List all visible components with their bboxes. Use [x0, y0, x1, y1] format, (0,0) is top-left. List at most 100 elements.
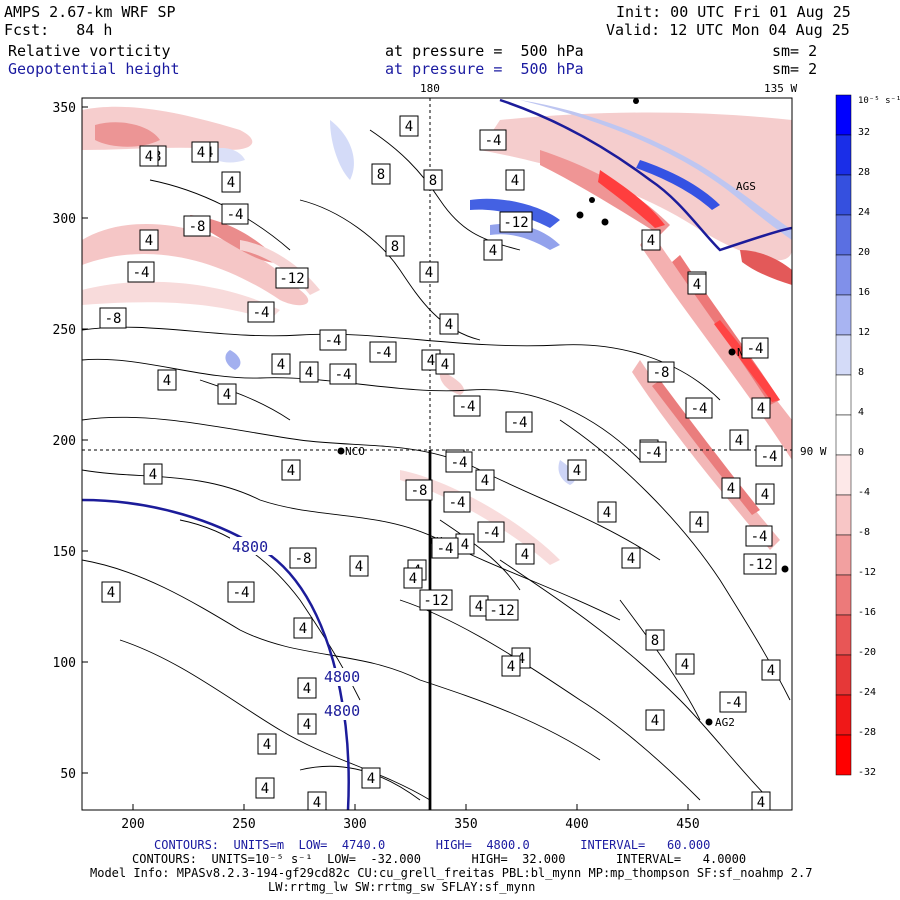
colorbar-swatch	[835, 454, 852, 496]
colorbar-swatch	[835, 734, 852, 776]
vorticity-label-text: -8	[411, 483, 428, 499]
y-tick-250: 250	[53, 323, 76, 338]
vorticity-label-box	[419, 589, 453, 611]
colorbar-swatch	[835, 654, 852, 696]
vorticity-label-text: -4	[233, 585, 250, 601]
vorticity-label-text: 8	[377, 167, 385, 183]
height-label-1: 4800	[232, 538, 268, 556]
vorticity-label-text: 4	[149, 467, 157, 483]
vorticity-label-box	[307, 791, 327, 810]
vorticity-label-box	[475, 469, 495, 491]
vorticity-label-text: 4	[517, 651, 525, 667]
vorticity-label-text: -4	[375, 345, 392, 361]
vorticity-label-box	[271, 353, 291, 375]
vorticity-label-text: 4	[427, 353, 435, 369]
vorticity-label-box	[479, 129, 507, 151]
vorticity-label-box	[299, 361, 319, 383]
x-axis: 200 250 300 350 400 450	[121, 804, 700, 832]
vorticity-label-box	[361, 767, 381, 789]
vorticity-label-text: 4	[489, 243, 497, 259]
vorticity-label-box	[281, 459, 301, 481]
vorticity-label-box	[477, 521, 505, 543]
vorticity-label-box	[217, 383, 237, 405]
station-ag2-dot	[705, 718, 713, 726]
station-edge-dot	[781, 565, 789, 573]
vorticity-label-box	[597, 501, 617, 523]
vorticity-label-text: -4	[459, 399, 476, 415]
colorbar-level-label: 4	[858, 407, 864, 418]
station-ags-label: AGS	[736, 180, 756, 193]
vorticity-label-text: 4	[145, 149, 153, 165]
field2-level: at pressure = 500 hPa	[385, 60, 584, 78]
colorbar-level-label: -32	[858, 767, 876, 778]
vorticity-label-text: -4	[325, 333, 342, 349]
height-label-3: 4800	[324, 702, 360, 720]
vorticity-label-text: -4	[451, 455, 468, 471]
vorticity-label-text: 4	[107, 585, 115, 601]
vorticity-label-box	[221, 171, 241, 193]
vorticity-label-text: -4	[437, 541, 454, 557]
vorticity-label-text: -4	[691, 401, 708, 417]
colorbar-swatch	[835, 574, 852, 616]
y-tick-50: 50	[60, 767, 76, 782]
vorticity-label-text: -4	[227, 207, 244, 223]
y-tick-100: 100	[53, 656, 76, 671]
vorticity-label-text: 4	[313, 795, 321, 811]
vorticity-label-box	[385, 235, 405, 257]
vorticity-label-box	[645, 629, 665, 651]
colorbar-level-label: 32	[858, 127, 870, 138]
init-time: Init: 00 UTC Fri 01 Aug 25	[616, 3, 851, 21]
vorticity-label-box	[641, 229, 661, 251]
vorticity-label-text: 4	[695, 515, 703, 531]
vorticity-label-text: -4	[725, 695, 742, 711]
footer-model-info-2: LW:rrtmg_lw SW:rrtmg_sw SFLAY:sf_mynn	[268, 880, 536, 894]
vorticity-label-text: -4	[761, 449, 778, 465]
vorticity-label-box	[755, 483, 775, 505]
vorticity-label-text: 4	[651, 713, 659, 729]
colorbar-level-label: 8	[858, 367, 864, 378]
vorticity-label-text: -4	[253, 305, 270, 321]
vorticity-label-box	[483, 239, 503, 261]
vorticity-label-box	[505, 411, 533, 433]
vorticity-label-box	[419, 261, 439, 283]
x-tick-200: 200	[121, 817, 144, 832]
vorticity-label-box	[369, 341, 397, 363]
vorticity-label-box	[297, 677, 317, 699]
vorticity-label-text: 4	[367, 771, 375, 787]
vorticity-label-text: 4	[223, 387, 231, 403]
vorticity-label-text: 4	[425, 265, 433, 281]
vorticity-label-box	[275, 267, 309, 289]
vorticity-label-text: -8	[189, 219, 206, 235]
colorbar-level-label: 16	[858, 287, 870, 298]
vorticity-label-text: 4	[197, 145, 205, 161]
vorticity-label-box	[647, 361, 675, 383]
vorticity-label-text: -8	[295, 551, 312, 567]
field1-level: at pressure = 500 hPa	[385, 42, 584, 60]
vorticity-label-text: -12	[279, 271, 304, 287]
vorticity-label-box	[329, 363, 357, 385]
vorticity-label-text: 4	[647, 233, 655, 249]
colorbar-swatch	[835, 174, 852, 216]
vorticity-contours	[82, 129, 791, 801]
colorbar-level-label: 20	[858, 247, 870, 258]
meridian-label-180: 180	[420, 82, 440, 95]
colorbar-level-label: 28	[858, 167, 870, 178]
vorticity-label-text: 4	[603, 505, 611, 521]
vorticity-label-box	[405, 479, 433, 501]
vorticity-label-text: -8	[105, 311, 122, 327]
vorticity-label-text: -4	[483, 525, 500, 541]
vorticity-label-text: -4	[485, 133, 502, 149]
valid-time: Valid: 12 UTC Mon 04 Aug 25	[606, 21, 850, 39]
vorticity-label-box	[499, 211, 533, 233]
vorticity-label-text: 4	[757, 795, 765, 811]
height-label-2: 4800	[324, 668, 360, 686]
vorticity-label-box	[743, 553, 777, 575]
vorticity-label-text: 4	[445, 317, 453, 333]
vorticity-label-text: 4	[305, 365, 313, 381]
vorticity-label-box	[435, 353, 455, 375]
vorticity-label-box	[293, 617, 313, 639]
vorticity-label-box	[403, 567, 423, 589]
vorticity-label-box	[297, 713, 317, 735]
meridian-label-135w: 135 W	[764, 82, 797, 95]
